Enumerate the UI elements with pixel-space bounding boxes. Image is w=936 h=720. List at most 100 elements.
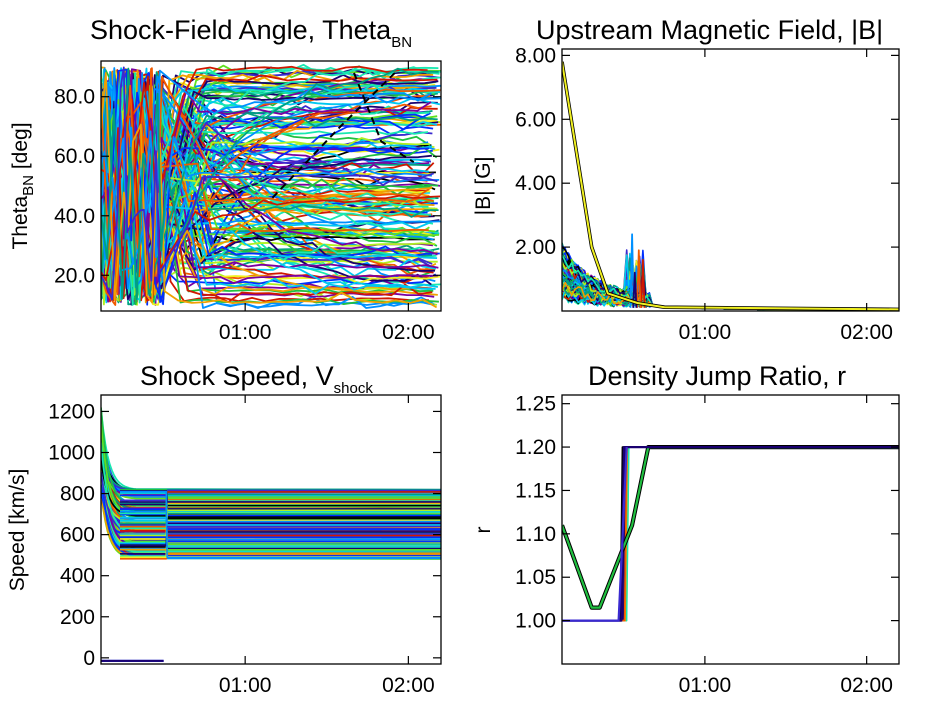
- theta-panel: Shock-Field Angle, ThetaBN 20.0 40.0 60.0 8…: [9, 15, 442, 344]
- bfield-x-tick-label: 01:00: [679, 321, 732, 344]
- rjump-axes-frame: [561, 394, 900, 665]
- rjump-trace: [562, 446, 899, 622]
- rjump-panel: Density Jump Ratio, r 1.001.051.101.151.…: [472, 361, 900, 697]
- theta-trace: [101, 105, 433, 306]
- theta-trace: [101, 72, 438, 309]
- rjump-trace: [562, 446, 899, 622]
- vshock-trace: [101, 451, 441, 491]
- theta-trace: [101, 111, 432, 272]
- rjump-trace: [562, 446, 899, 622]
- vshock-y-tick-label: 400: [60, 565, 95, 588]
- vshock-y-tick-label: 200: [60, 606, 95, 629]
- bfield-panel: Upstream Magnetic Field, |B| 2.00 4.00 6.0…: [472, 15, 900, 344]
- vshock-trace: [101, 439, 441, 494]
- rjump-trace: [562, 446, 899, 622]
- vshock-ticks: 0 200 400 600 800 1000 1200 01:00 02:00: [48, 395, 441, 697]
- theta-trace: [101, 67, 439, 301]
- rjump-y-tick-label: 1.20: [515, 436, 556, 459]
- rjump-title: Density Jump Ratio, r: [588, 361, 846, 391]
- rjump-trace: [562, 446, 899, 622]
- vshock-trace: [101, 423, 441, 499]
- bfield-spike: [640, 258, 646, 308]
- vshock-trace: [101, 415, 441, 496]
- rjump-y-tick-label: 1.10: [515, 523, 556, 546]
- rjump-x-tick-label: 01:00: [679, 674, 732, 697]
- bfield-spike: [636, 249, 642, 308]
- rjump-trace: [562, 446, 899, 622]
- rjump-trace: [562, 446, 899, 622]
- vshock-y-tick-label: 800: [60, 483, 95, 506]
- rjump-trace: [562, 446, 899, 622]
- rjump-trace: [562, 446, 899, 622]
- vshock-y-tick-label: 1200: [48, 400, 95, 423]
- rjump-trace: [562, 446, 899, 622]
- theta-y-tick-label: 60.0: [54, 145, 95, 168]
- rjump-trace: [562, 446, 899, 622]
- rjump-y-axis-label: r: [472, 527, 495, 534]
- vshock-trace: [101, 458, 441, 492]
- bfield-y-tick-label: 6.00: [515, 108, 556, 131]
- vshock-plot-area: [101, 407, 441, 662]
- rjump-trace: [562, 446, 899, 622]
- theta-x-tick-label: 02:00: [382, 321, 435, 344]
- bfield-y-tick-label: 2.00: [515, 236, 556, 259]
- theta-title: Shock-Field Angle, ThetaBN: [90, 15, 412, 51]
- rjump-trace: [562, 446, 899, 622]
- rjump-trace: [562, 446, 899, 622]
- rjump-trace: [562, 446, 899, 622]
- vshock-y-tick-label: 0: [83, 647, 95, 670]
- rjump-trace: [562, 446, 899, 622]
- theta-y-axis-label: ThetaBN [deg]: [9, 122, 37, 249]
- vshock-band: [120, 536, 441, 539]
- vshock-trace: [101, 415, 441, 499]
- bfield-yellow-trace-outline: [562, 61, 899, 311]
- theta-trace: [101, 69, 432, 289]
- rjump-y-tick-label: 1.15: [515, 479, 556, 502]
- rjump-trace: [562, 446, 899, 622]
- bfield-y-tick-label: 4.00: [515, 172, 556, 195]
- theta-plot-area: [101, 63, 441, 309]
- rjump-y-tick-label: 1.25: [515, 393, 556, 416]
- bfield-yellow-trace: [562, 61, 899, 311]
- rjump-ticks: 1.00 1.05 1.10 1.15 1.20 1.25 01:00 02:00: [515, 393, 899, 697]
- vshock-title: Shock Speed, Vshock: [140, 361, 373, 397]
- vshock-trace: [101, 425, 441, 493]
- vshock-band: [120, 490, 441, 559]
- theta-trace: [101, 84, 429, 278]
- vshock-x-tick-label: 01:00: [219, 674, 272, 697]
- rjump-trace: [562, 446, 899, 622]
- rjump-series-trace: [562, 447, 628, 622]
- bfield-spike: [632, 271, 638, 308]
- vshock-x-tick-label: 02:00: [382, 674, 435, 697]
- vshock-trace: [101, 473, 441, 558]
- bfield-axes-frame: [561, 48, 900, 312]
- theta-ticks: 20.0 40.0 60.0 80.0 01:00 02:00: [54, 61, 441, 344]
- vshock-panel: Shock Speed, Vshock 0 200 400 600 800 1000 120…: [6, 361, 442, 697]
- theta-trace: [101, 82, 441, 300]
- bfield-x-tick-label: 02:00: [840, 321, 893, 344]
- rjump-trace: [562, 446, 899, 622]
- rjump-trace: [562, 446, 899, 622]
- rjump-y-tick-label: 1.00: [515, 610, 556, 633]
- bfield-y-axis-label: |B| [G]: [472, 157, 495, 216]
- vshock-trace: [101, 441, 441, 494]
- vshock-trace: [101, 422, 441, 493]
- vshock-trace: [101, 456, 441, 494]
- rjump-series-trace: [562, 446, 899, 609]
- vshock-y-tick-label: 600: [60, 524, 95, 547]
- vshock-trace: [101, 437, 441, 492]
- rjump-trace: [562, 446, 899, 622]
- theta-trace: [101, 69, 438, 259]
- bfield-plot-area: [562, 61, 899, 311]
- rjump-trace: [562, 446, 899, 622]
- rjump-trace: [562, 446, 899, 622]
- bfield-title: Upstream Magnetic Field, |B|: [536, 15, 883, 45]
- rjump-x-tick-label: 02:00: [840, 674, 893, 697]
- theta-axes-frame: [100, 60, 442, 312]
- rjump-green-trace-outline: [562, 445, 899, 610]
- vshock-y-tick-label: 1000: [48, 441, 95, 464]
- theta-trace: [101, 66, 434, 301]
- theta-y-tick-label: 40.0: [54, 205, 95, 228]
- theta-y-tick-label: 20.0: [54, 264, 95, 287]
